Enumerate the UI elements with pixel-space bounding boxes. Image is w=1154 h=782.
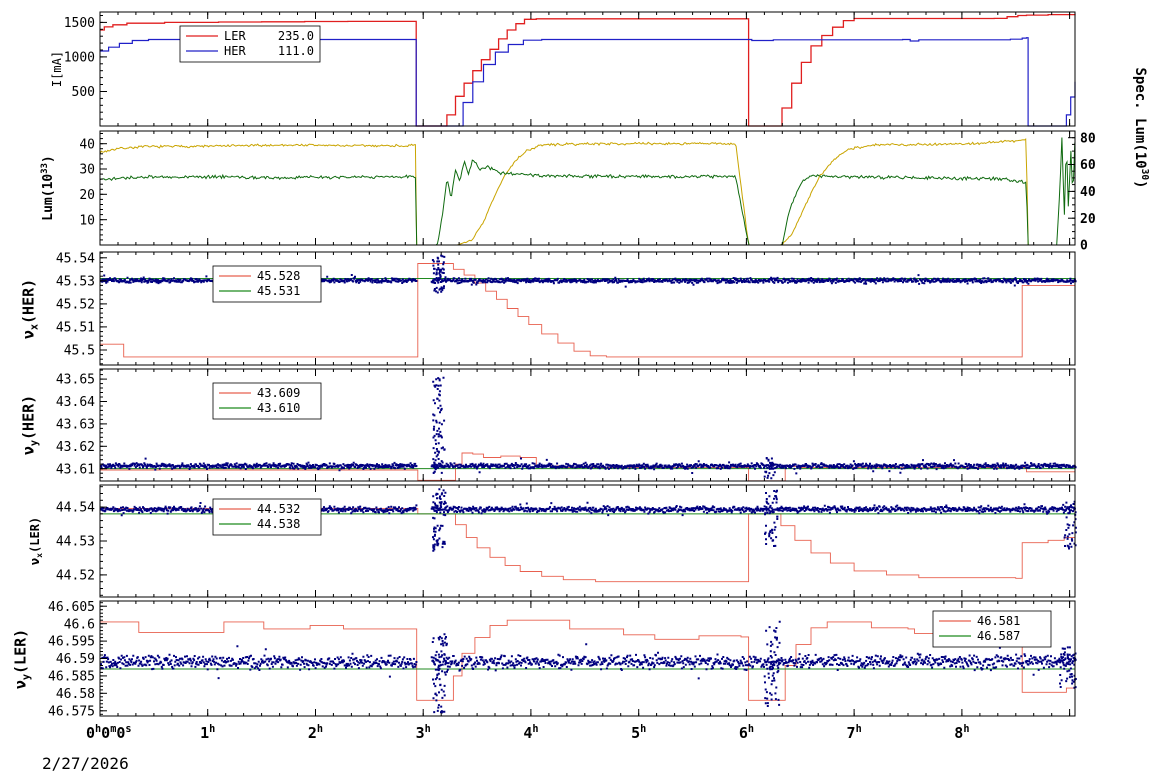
- y-tick-label: 46.585: [48, 669, 95, 684]
- legend-value: 235.0: [278, 29, 314, 43]
- x-tick-label: 6h: [738, 724, 754, 742]
- series-nuy-her-burst: [432, 376, 776, 480]
- y-tick-label: 43.62: [56, 440, 95, 455]
- panel-nuy-ler: 46.575 46.58 46.585 46.59 46.595 46.6 46.605 46…: [48, 600, 1077, 719]
- y-tick-label: 45.53: [56, 274, 95, 289]
- right-axis-title: Spec. Lum(1030): [1132, 67, 1150, 189]
- right-y-tick-label: 60: [1080, 158, 1096, 173]
- y-tick-label: 40: [79, 137, 95, 152]
- y-tick-label: 500: [72, 85, 95, 100]
- y-tick-label: 46.605: [48, 600, 95, 615]
- y-axis-title-nux-her: νx(HER): [19, 278, 41, 339]
- series-nuy-her-measured: [100, 457, 1077, 475]
- legend-box: [212, 265, 322, 303]
- y-tick-label: 43.61: [56, 462, 95, 477]
- date-label: 2/27/2026: [42, 754, 129, 773]
- y-tick-label: 46.58: [56, 687, 95, 702]
- right-y-tick-label: 20: [1080, 212, 1096, 227]
- y-tick-label: 46.575: [48, 704, 95, 719]
- x-tick-label: 4h: [523, 724, 539, 742]
- legend-box: [179, 25, 321, 63]
- panel-frame: [99, 11, 1076, 127]
- legend-box: [212, 382, 322, 420]
- panel-luminosity: 10 20 30 40 0 20 40 60 80: [79, 130, 1096, 254]
- series-nuy-ler-measured: [100, 643, 1077, 680]
- x-tick-label: 2h: [307, 724, 324, 742]
- y-tick-label: 45.52: [56, 297, 95, 312]
- y-tick-label: 43.63: [56, 417, 95, 432]
- right-y-tick-label: 80: [1080, 131, 1096, 146]
- legend-value: 45.528: [257, 269, 300, 283]
- legend-value: 45.531: [257, 284, 300, 298]
- x-tick-label: 5h: [631, 724, 647, 742]
- y-tick-label: 1500: [64, 16, 95, 31]
- y-tick-label: 45.51: [56, 320, 95, 335]
- legend-value: 46.581: [977, 614, 1020, 628]
- x-tick-label: 8h: [954, 724, 970, 742]
- panel-frame: [99, 130, 1076, 246]
- y-tick-label: 44.52: [56, 568, 95, 583]
- legend-value: 44.538: [257, 517, 300, 531]
- y-axis-title-nux-ler: νx(LER): [27, 516, 45, 566]
- y-axis-title-luminosity: Lum(1033): [39, 155, 57, 221]
- y-tick-label: 43.65: [56, 373, 95, 388]
- legend-box: [932, 610, 1052, 648]
- legend-value: 46.587: [977, 629, 1020, 643]
- panel-beam-current: 500 1000 1500 LER 235.0 HER 111.0: [64, 11, 1076, 127]
- series-nux-ler-burst: [432, 488, 1077, 552]
- legend-value: 43.610: [257, 401, 300, 415]
- y-axis-title-nuy-her: νy(HER): [19, 394, 41, 456]
- legend-beam-current: LER 235.0 HER 111.0: [179, 25, 321, 63]
- y-tick-label: 44.54: [56, 501, 95, 516]
- x-tick-label: 3h: [415, 724, 431, 742]
- y-tick-label: 45.5: [64, 344, 95, 359]
- legend-value: 44.532: [257, 502, 300, 516]
- series-lum-total: [99, 138, 1075, 246]
- y-tick-label: 46.595: [48, 635, 95, 650]
- y-tick-label: 46.6: [64, 617, 95, 632]
- y-tick-label: 45.54: [56, 251, 95, 266]
- y-tick-label: 30: [79, 163, 95, 178]
- series-lum-specific: [99, 137, 1076, 246]
- right-y-tick-label: 0: [1080, 239, 1088, 254]
- y-tick-label: 20: [79, 188, 95, 203]
- x-tick-label: 1h: [200, 724, 216, 742]
- y-tick-label: 10: [79, 213, 95, 228]
- series-ler-current: [100, 13, 1076, 127]
- y-tick-label: 1000: [64, 50, 95, 65]
- legend-label: LER: [224, 29, 246, 43]
- series-her-current: [100, 37, 1076, 127]
- legend-box: [212, 498, 322, 536]
- panel-frame: [99, 368, 1076, 482]
- series-nux-her-setpoint: [100, 263, 1075, 358]
- x-tick-label: 0h0m0s: [86, 724, 132, 742]
- y-axis-title-beam-current: I[mA]: [50, 50, 64, 88]
- series-nux-her-burst: [431, 254, 447, 294]
- y-tick-label: 43.64: [56, 395, 95, 410]
- y-tick-label: 46.59: [56, 652, 95, 667]
- x-tick-label: 7h: [846, 724, 862, 742]
- right-y-tick-label: 40: [1080, 185, 1096, 200]
- legend-value: 111.0: [278, 44, 314, 58]
- legend-label: HER: [224, 44, 246, 58]
- y-axis-title-nuy-ler: νy(LER): [11, 628, 33, 689]
- y-tick-label: 44.53: [56, 535, 95, 550]
- legend-value: 43.609: [257, 386, 300, 400]
